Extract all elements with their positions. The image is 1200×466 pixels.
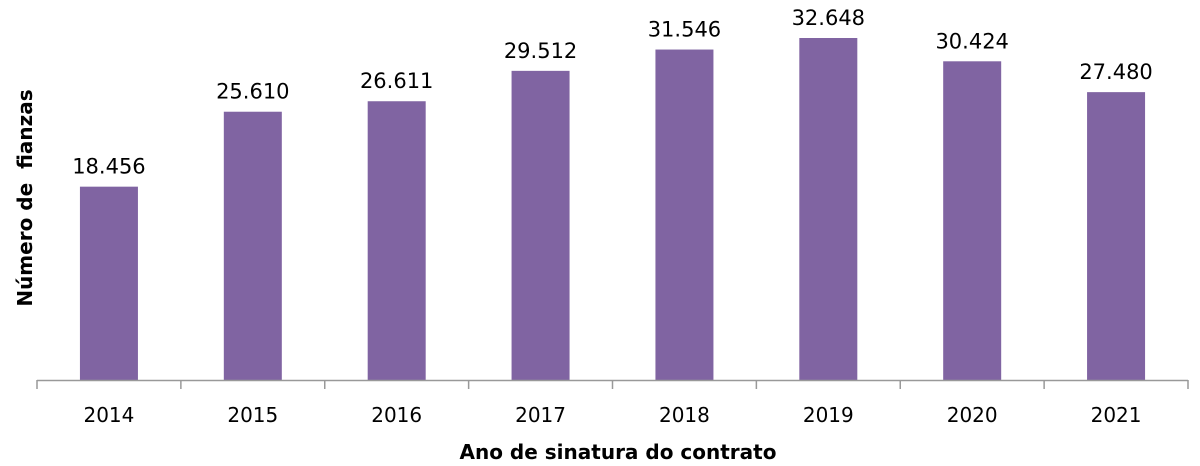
data-label-2017: 29.512	[504, 39, 577, 63]
x-tick-label-2018: 2018	[659, 403, 710, 427]
bar-2021	[1087, 92, 1146, 381]
x-axis-ticks: 2014 2015 2016 2017 2018 2019 2020 2021	[36, 380, 1189, 427]
data-label-2015: 25.610	[216, 80, 289, 104]
data-labels-group: 18.456 25.610 26.611 29.512 31.546 32.648 30.4…	[72, 6, 1153, 179]
data-label-2016: 26.611	[360, 69, 433, 93]
bar-2015	[223, 111, 282, 380]
data-label-2021: 27.480	[1079, 60, 1152, 84]
bar-2016	[367, 101, 426, 380]
x-tick-label-2019: 2019	[803, 403, 854, 427]
x-axis-title: Ano de sinatura do contrato	[460, 440, 777, 464]
x-tick-label-2017: 2017	[515, 403, 566, 427]
bar-2019	[799, 38, 858, 380]
x-tick-label-2016: 2016	[371, 403, 422, 427]
data-label-2018: 31.546	[648, 18, 721, 42]
bars-group	[79, 38, 1146, 381]
data-label-2019: 32.648	[792, 6, 865, 30]
x-tick-label-2014: 2014	[83, 403, 134, 427]
bar-2014	[79, 186, 138, 380]
bar-2017	[511, 70, 570, 380]
y-axis-title: Número de fianzas	[13, 89, 37, 306]
bar-2020	[943, 61, 1002, 380]
x-tick-label-2021: 2021	[1091, 403, 1142, 427]
data-label-2020: 30.424	[935, 29, 1008, 53]
x-tick-label-2015: 2015	[227, 403, 278, 427]
bar-2018	[655, 49, 714, 381]
x-tick-label-2020: 2020	[947, 403, 998, 427]
data-label-2014: 18.456	[72, 155, 145, 179]
